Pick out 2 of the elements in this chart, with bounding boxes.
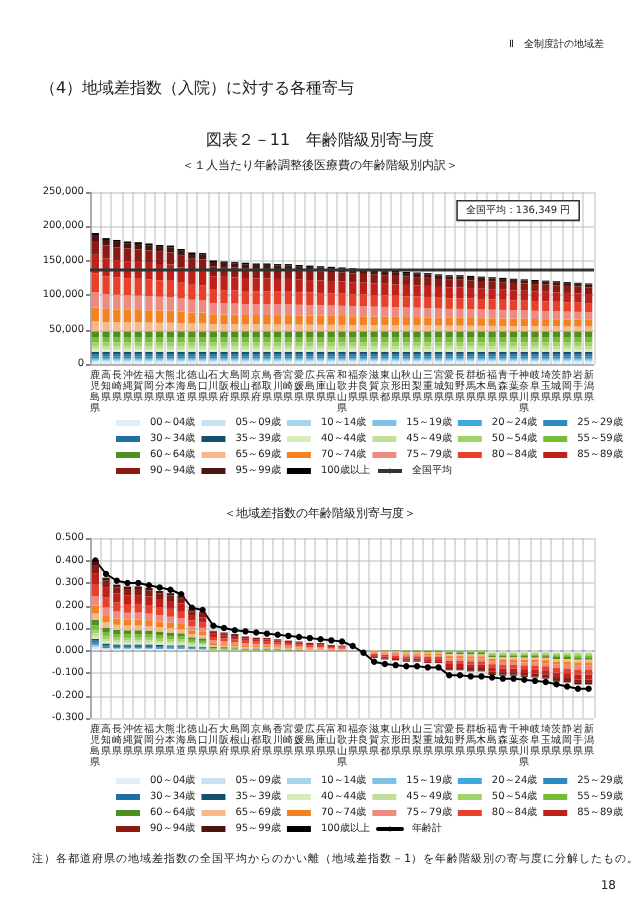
- text: （4）地域差指数（入院）に対する各種寄与: [40, 79, 355, 97]
- chart-title: 図表２－11 年齢階級別寄与度: [205, 131, 435, 149]
